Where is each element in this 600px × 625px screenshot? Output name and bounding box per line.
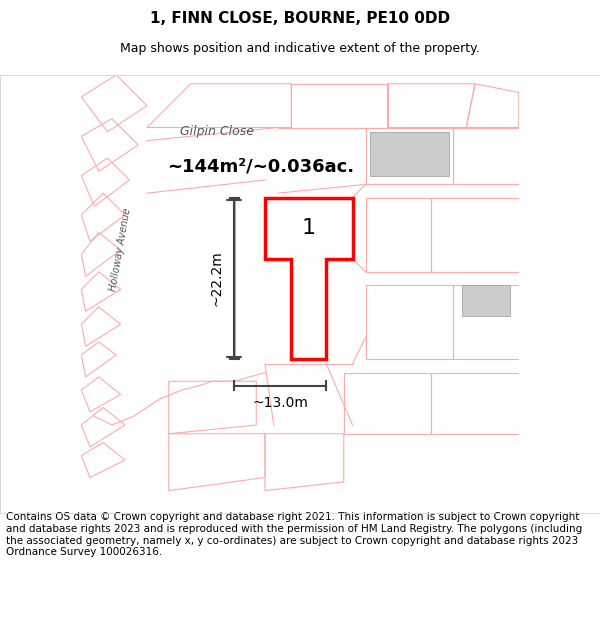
Polygon shape xyxy=(462,285,510,316)
Text: Contains OS data © Crown copyright and database right 2021. This information is : Contains OS data © Crown copyright and d… xyxy=(6,512,582,558)
Text: ~22.2m: ~22.2m xyxy=(210,251,224,306)
Text: Map shows position and indicative extent of the property.: Map shows position and indicative extent… xyxy=(120,42,480,55)
Text: Gilpin Close: Gilpin Close xyxy=(180,126,254,138)
Polygon shape xyxy=(370,132,449,176)
Polygon shape xyxy=(265,198,353,359)
Text: Holloway Avenue: Holloway Avenue xyxy=(109,208,133,292)
Text: ~144m²/~0.036ac.: ~144m²/~0.036ac. xyxy=(167,158,354,176)
Text: 1: 1 xyxy=(302,218,316,238)
Text: 1, FINN CLOSE, BOURNE, PE10 0DD: 1, FINN CLOSE, BOURNE, PE10 0DD xyxy=(150,11,450,26)
Text: ~13.0m: ~13.0m xyxy=(253,396,308,410)
